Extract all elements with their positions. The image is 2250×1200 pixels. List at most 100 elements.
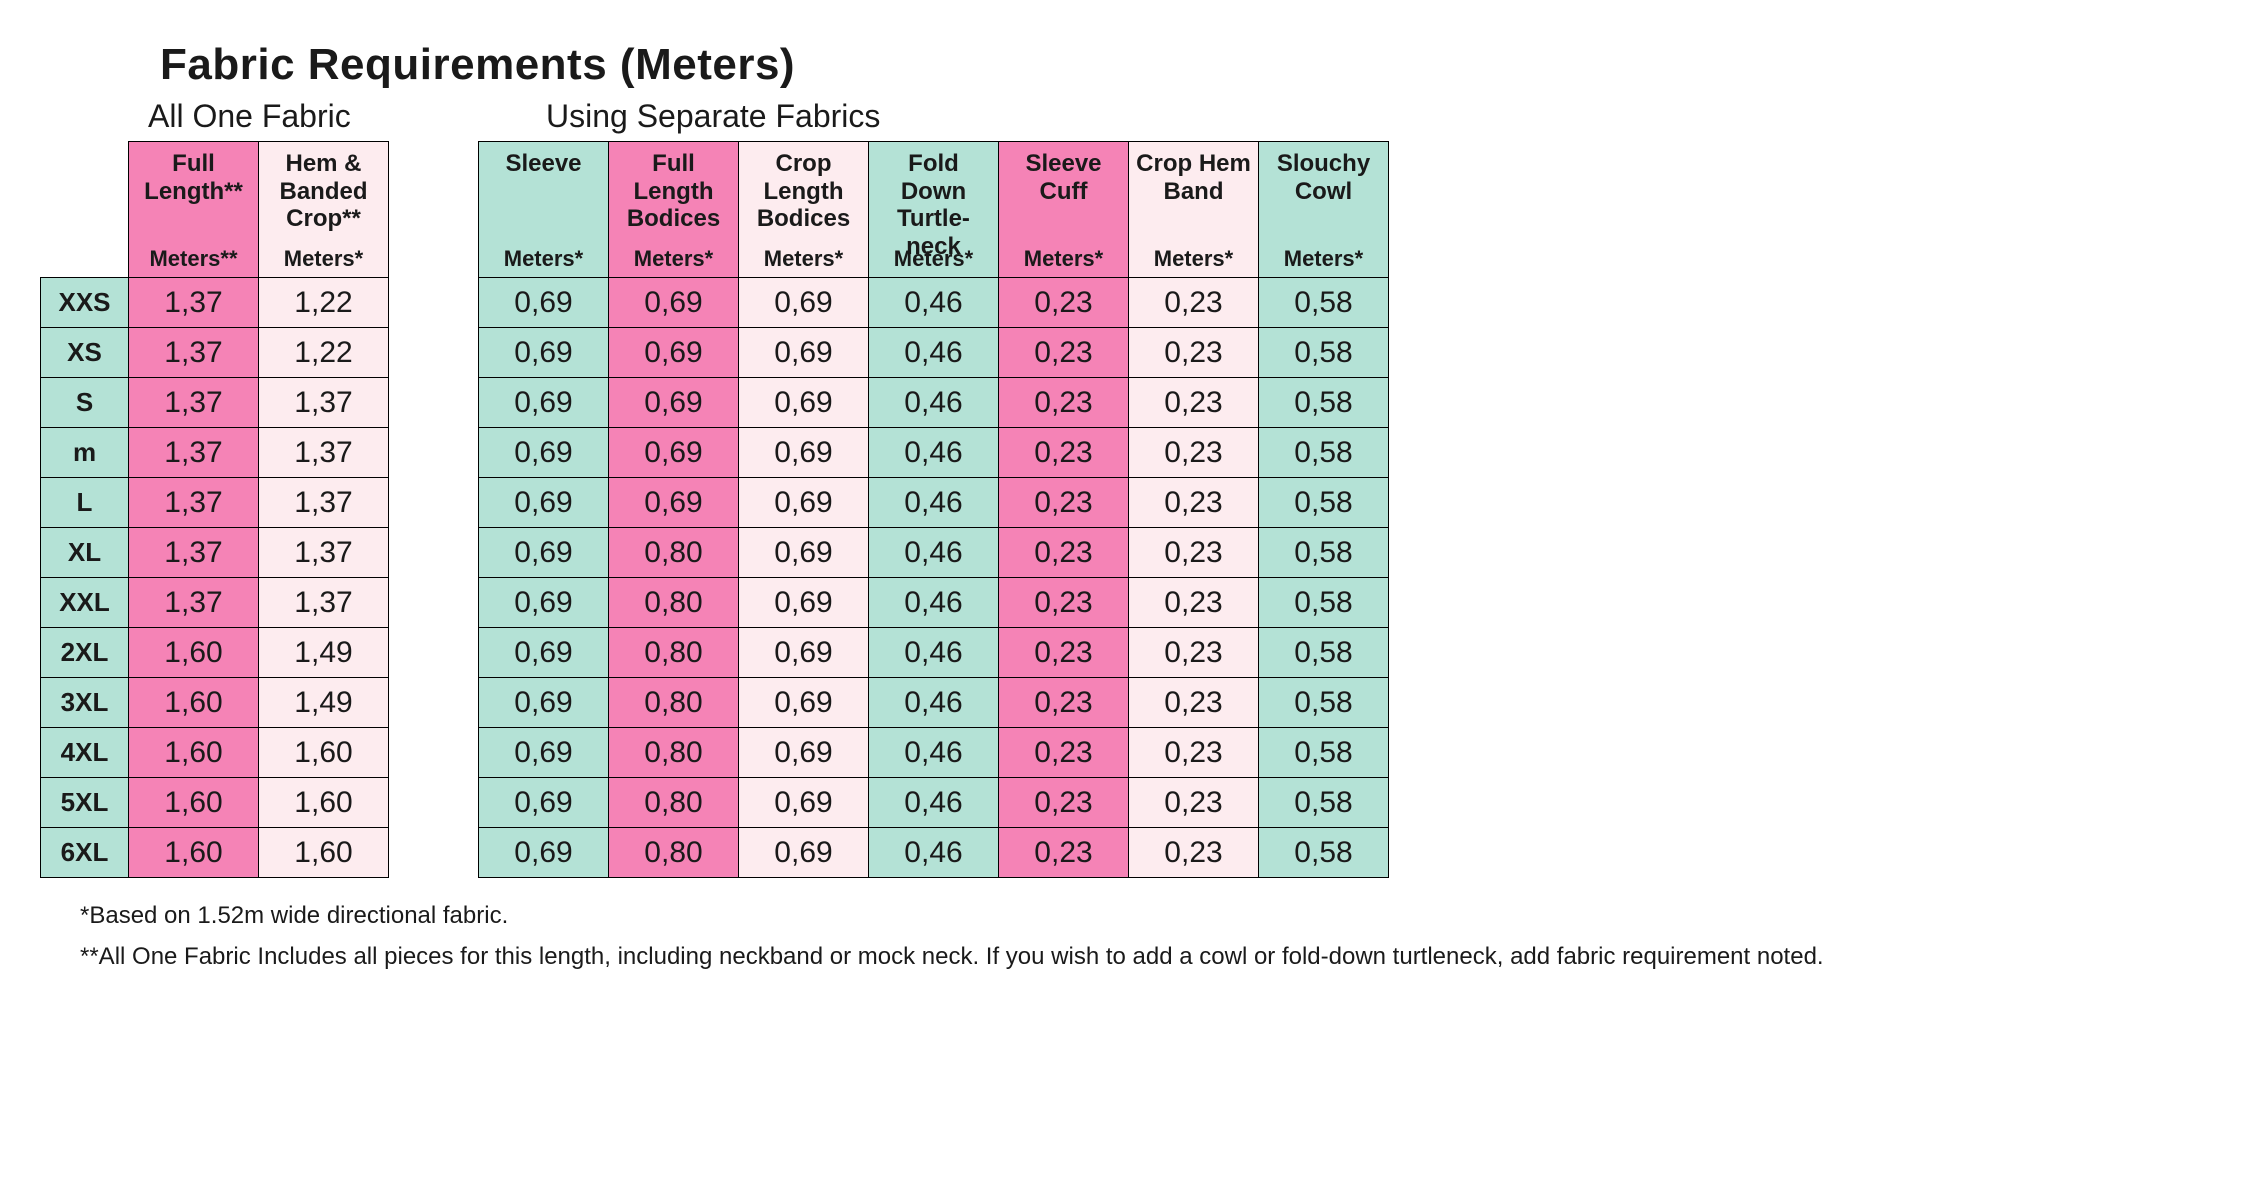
data-cell: 0,69: [739, 478, 869, 528]
data-cell: 0,23: [1129, 578, 1259, 628]
size-cell: XXL: [41, 578, 129, 628]
column-header-label: Hem & Banded Crop**: [263, 150, 384, 233]
footnotes: *Based on 1.52m wide directional fabric.…: [80, 896, 2220, 978]
data-cell: 0,58: [1259, 378, 1389, 428]
data-cell: 0,69: [479, 328, 609, 378]
data-cell: 0,69: [479, 828, 609, 878]
size-cell: XL: [41, 528, 129, 578]
data-cell: 0,80: [609, 828, 739, 878]
column-header: Full Length BodicesMeters*: [609, 142, 739, 278]
data-cell: 1,37: [259, 478, 389, 528]
data-cell: 0,23: [999, 328, 1129, 378]
data-cell: 0,69: [739, 328, 869, 378]
page-title: Fabric Requirements (Meters): [160, 40, 2220, 90]
column-header: Hem & Banded Crop**Meters*: [259, 142, 389, 278]
data-cell: 0,69: [609, 328, 739, 378]
section-label-right: Using Separate Fabrics: [546, 98, 880, 135]
table-row: 3XL1,601,490,690,800,690,460,230,230,58: [41, 678, 1389, 728]
data-cell: 0,23: [1129, 778, 1259, 828]
data-cell: 0,69: [609, 428, 739, 478]
table-row: 4XL1,601,600,690,800,690,460,230,230,58: [41, 728, 1389, 778]
data-cell: 0,58: [1259, 528, 1389, 578]
data-cell: 1,22: [259, 278, 389, 328]
row-gap: [389, 828, 479, 878]
column-header-unit: Meters*: [479, 246, 608, 271]
data-cell: 1,37: [129, 378, 259, 428]
data-cell: 0,58: [1259, 278, 1389, 328]
data-cell: 0,58: [1259, 828, 1389, 878]
row-gap: [389, 328, 479, 378]
data-cell: 0,23: [999, 278, 1129, 328]
footnote-2: **All One Fabric Includes all pieces for…: [80, 937, 2220, 978]
data-cell: 1,22: [259, 328, 389, 378]
data-cell: 0,69: [479, 428, 609, 478]
table-row: 6XL1,601,600,690,800,690,460,230,230,58: [41, 828, 1389, 878]
data-cell: 0,23: [999, 478, 1129, 528]
table-row: XL1,371,370,690,800,690,460,230,230,58: [41, 528, 1389, 578]
data-cell: 0,46: [869, 278, 999, 328]
data-cell: 0,69: [479, 728, 609, 778]
size-cell: 6XL: [41, 828, 129, 878]
column-header-unit: Meters*: [609, 246, 738, 271]
data-cell: 1,60: [129, 628, 259, 678]
data-cell: 1,37: [129, 328, 259, 378]
data-cell: 0,69: [479, 678, 609, 728]
data-cell: 0,23: [999, 778, 1129, 828]
data-cell: 0,80: [609, 628, 739, 678]
data-cell: 0,23: [999, 378, 1129, 428]
table-row: XS1,371,220,690,690,690,460,230,230,58: [41, 328, 1389, 378]
data-cell: 0,23: [1129, 728, 1259, 778]
size-cell: XS: [41, 328, 129, 378]
table-row: S1,371,370,690,690,690,460,230,230,58: [41, 378, 1389, 428]
row-gap: [389, 728, 479, 778]
data-cell: 0,69: [479, 378, 609, 428]
data-cell: 1,49: [259, 678, 389, 728]
table-row: L1,371,370,690,690,690,460,230,230,58: [41, 478, 1389, 528]
size-cell: 5XL: [41, 778, 129, 828]
header-blank: [41, 142, 129, 278]
column-header-label: Crop Length Bodices: [743, 150, 864, 233]
data-cell: 0,23: [999, 678, 1129, 728]
data-cell: 1,60: [259, 778, 389, 828]
data-cell: 0,69: [479, 778, 609, 828]
data-cell: 0,80: [609, 778, 739, 828]
data-cell: 1,37: [129, 528, 259, 578]
data-cell: 0,58: [1259, 328, 1389, 378]
title-main: Fabric Requirements: [160, 40, 607, 89]
data-cell: 0,46: [869, 378, 999, 428]
data-cell: 1,37: [259, 578, 389, 628]
row-gap: [389, 378, 479, 428]
data-cell: 0,46: [869, 328, 999, 378]
data-cell: 0,23: [1129, 828, 1259, 878]
data-cell: 0,69: [739, 728, 869, 778]
data-cell: 0,69: [479, 528, 609, 578]
footnote-1: *Based on 1.52m wide directional fabric.: [80, 896, 2220, 937]
data-cell: 0,23: [999, 728, 1129, 778]
data-cell: 0,46: [869, 578, 999, 628]
data-cell: 0,69: [609, 278, 739, 328]
column-header-label: Crop Hem Band: [1133, 150, 1254, 205]
data-cell: 0,69: [479, 278, 609, 328]
column-gap: [389, 142, 479, 278]
data-cell: 0,80: [609, 728, 739, 778]
data-cell: 0,58: [1259, 778, 1389, 828]
data-cell: 0,23: [1129, 328, 1259, 378]
data-cell: 1,60: [129, 728, 259, 778]
data-cell: 1,37: [129, 578, 259, 628]
data-cell: 0,69: [479, 478, 609, 528]
data-cell: 0,80: [609, 678, 739, 728]
table-row: m1,371,370,690,690,690,460,230,230,58: [41, 428, 1389, 478]
size-cell: m: [41, 428, 129, 478]
data-cell: 0,23: [999, 528, 1129, 578]
data-cell: 0,23: [1129, 678, 1259, 728]
row-gap: [389, 628, 479, 678]
data-cell: 0,46: [869, 828, 999, 878]
size-cell: L: [41, 478, 129, 528]
data-cell: 0,69: [739, 378, 869, 428]
section-label-left: All One Fabric: [148, 98, 428, 135]
column-header-unit: Meters*: [999, 246, 1128, 271]
column-header-unit: Meters*: [1259, 246, 1388, 271]
row-gap: [389, 528, 479, 578]
data-cell: 0,80: [609, 528, 739, 578]
data-cell: 0,23: [999, 628, 1129, 678]
